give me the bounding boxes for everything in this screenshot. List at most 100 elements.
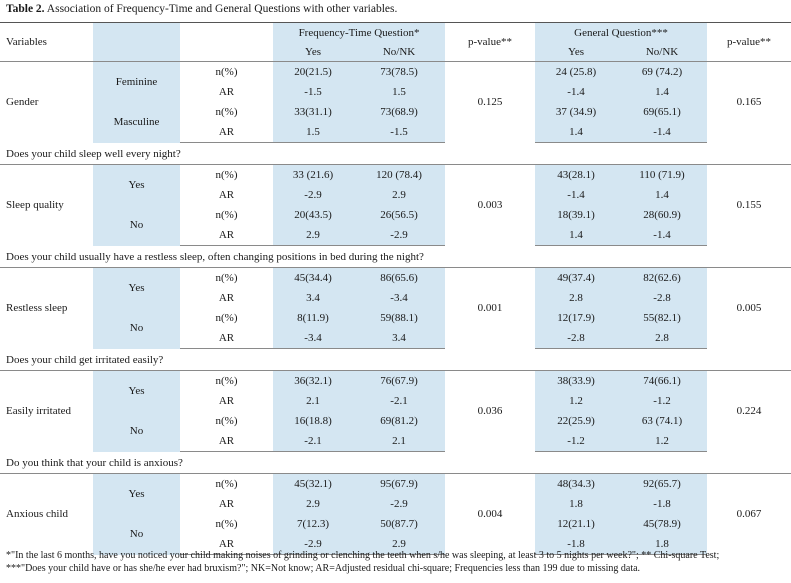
row-stat: AR [180, 225, 273, 246]
cell-g-no: 69(65.1) [617, 102, 708, 122]
row-variable-label: Easily irritated [6, 405, 72, 418]
table-row: AR -2.9 2.9 -1.4 1.4 [0, 185, 791, 205]
cell-g-no: -1.8 [617, 494, 708, 514]
cell-g-yes: 49(37.4) [535, 267, 618, 288]
header-ft-no: No/NK [353, 42, 446, 62]
cell-g-no: 1.4 [617, 185, 708, 205]
cell-ft-no: 2.9 [353, 185, 446, 205]
row-variable-label: Gender [6, 96, 39, 109]
table-row: AR -1.5 1.5 -1.4 1.4 [0, 82, 791, 102]
table-row: Easily irritated Yes n(%) 36(32.1) 76(67.9) 0… [0, 370, 791, 417]
cell-g-no: 63 (74.1) [617, 411, 708, 431]
table-row: Masculine n(%) 33(31.1) 73(68.9) 37 (34.9) 69… [0, 102, 791, 143]
cell-g-yes: 1.8 [535, 494, 618, 514]
header-ft-yes: Yes [273, 42, 353, 62]
row-group-label: Yes [93, 164, 180, 205]
cell-g-no: 55(82.1) [617, 308, 708, 328]
cell-ft-no: 50(87.7) [353, 514, 446, 534]
cell-g-no: 1.8 [617, 534, 708, 555]
row-stat: n(%) [215, 415, 238, 427]
row-group-label: No [93, 205, 180, 246]
row-stat: n(%) [215, 169, 238, 181]
row-stat: n(%) [215, 66, 238, 78]
cell-ft-no: 2.9 [353, 534, 446, 555]
cell-g-no: 28(60.9) [617, 205, 708, 225]
cell-pvalue-2: 0.067 [736, 508, 762, 521]
caption-text: Association of Frequency-Time and Genera… [44, 3, 398, 15]
cell-ft-yes: 3.4 [273, 288, 353, 308]
cell-ft-yes: -2.9 [273, 534, 353, 555]
cell-ft-yes: -1.5 [273, 82, 353, 102]
cell-pvalue-2: 0.165 [736, 96, 762, 109]
table-row: AR 2.1 -2.1 1.2 -1.2 [0, 391, 791, 411]
cell-ft-no: 95(67.9) [353, 473, 446, 494]
table-row: No n(%) 20(43.5) 26(56.5) 18(39.1) 28(60.9) [0, 205, 791, 246]
cell-g-no: -2.8 [617, 288, 708, 308]
cell-pvalue-1: 0.004 [477, 508, 503, 521]
header-blank [93, 22, 180, 62]
cell-ft-yes: 45(32.1) [273, 473, 353, 494]
row-stat: n(%) [215, 312, 238, 324]
cell-g-yes: -1.2 [535, 431, 618, 452]
cell-g-no: 1.4 [617, 82, 708, 102]
footnotes: *"In the last 6 months, have you noticed… [6, 549, 786, 575]
cell-pvalue-1: 0.003 [477, 199, 503, 212]
table-row: AR 2.9 -2.9 1.4 -1.4 [0, 225, 791, 246]
table-body: Variables Frequency-Time Question* p-val… [0, 22, 791, 555]
cell-g-yes: 12(17.9) [535, 308, 618, 328]
row-group-label: Yes [93, 370, 180, 411]
cell-ft-no: -3.4 [353, 288, 446, 308]
cell-g-no: -1.4 [617, 122, 708, 143]
header-pvalue-1: p-value** [445, 22, 536, 62]
cell-ft-yes: 16(18.8) [273, 411, 353, 431]
header-variables: Variables [0, 22, 93, 62]
cell-pvalue-1: 0.125 [477, 96, 503, 109]
table-row: Gender Feminine n(%) 20(21.5) 73(78.5) 0.125 2… [0, 61, 791, 108]
row-stat: AR [218, 292, 235, 304]
header-pvalue-2: p-value** [707, 22, 791, 62]
row-stat: AR [180, 431, 273, 452]
question-text: Does your child get irritated easily? [0, 348, 791, 371]
table-row: Restless sleep Yes n(%) 45(34.4) 86(65.6) 0.0… [0, 267, 791, 314]
row-variable-label: Sleep quality [6, 199, 64, 212]
question-row: Does your child usually have a restless … [0, 245, 791, 268]
cell-pvalue-2: 0.224 [736, 405, 762, 418]
header-g-no: No/NK [617, 42, 708, 62]
table-row: No n(%) 8(11.9) 59(88.1) 12(17.9) 55(82.1) [0, 308, 791, 349]
question-row: Does your child sleep well every night? [0, 142, 791, 165]
cell-ft-yes: -2.9 [273, 185, 353, 205]
row-stat: AR [218, 395, 235, 407]
header-ft-question: Frequency-Time Question* [273, 22, 446, 42]
table-row: Anxious child Yes n(%) 45(32.1) 95(67.9) 0.00… [0, 473, 791, 520]
cell-g-no: 74(66.1) [617, 370, 708, 391]
cell-g-yes: 22(25.9) [535, 411, 618, 431]
question-row: Does your child get irritated easily? [0, 348, 791, 371]
cell-ft-no: 26(56.5) [353, 205, 446, 225]
cell-g-yes: 2.8 [535, 288, 618, 308]
cell-ft-yes: 33(31.1) [273, 102, 353, 122]
row-stat: n(%) [215, 106, 238, 118]
cell-g-no: 2.8 [617, 328, 708, 349]
cell-ft-no: 2.1 [353, 431, 446, 452]
table-row: Sleep quality Yes n(%) 33 (21.6) 120 (78.4) 0… [0, 164, 791, 211]
cell-ft-yes: 2.9 [273, 225, 353, 246]
row-stat: AR [180, 122, 273, 143]
row-group-label: Feminine [93, 61, 180, 102]
row-stat: AR [180, 328, 273, 349]
cell-g-yes: 37 (34.9) [535, 102, 618, 122]
table-row: No n(%) 16(18.8) 69(81.2) 22(25.9) 63 (74.1) [0, 411, 791, 452]
cell-ft-yes: 36(32.1) [273, 370, 353, 391]
cell-ft-yes: -3.4 [273, 328, 353, 349]
row-stat: n(%) [215, 272, 238, 284]
cell-ft-no: -2.1 [353, 391, 446, 411]
cell-g-yes: 1.4 [535, 122, 618, 143]
table-row: AR 2.9 -2.9 1.8 -1.8 [0, 494, 791, 514]
cell-ft-no: 76(67.9) [353, 370, 446, 391]
header-general-question: General Question*** [535, 22, 708, 42]
caption-label: Table 2. [6, 3, 45, 15]
table-row: AR -2.9 2.9 -1.8 1.8 [0, 534, 791, 555]
cell-ft-no: -2.9 [353, 225, 446, 246]
cell-ft-yes: 8(11.9) [273, 308, 353, 328]
row-group-label: No [93, 308, 180, 349]
cell-ft-yes: 20(43.5) [273, 205, 353, 225]
